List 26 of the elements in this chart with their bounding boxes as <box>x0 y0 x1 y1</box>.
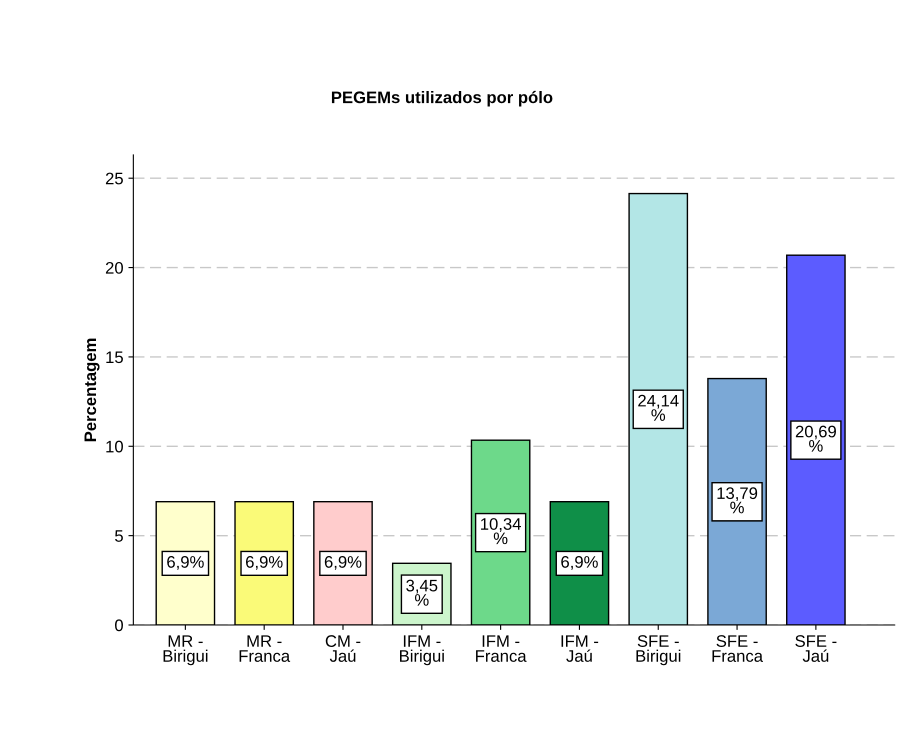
x-tick-label: MR - Birigui <box>164 635 208 666</box>
y-tick-label: 10 <box>106 440 123 452</box>
y-tick-label: 5 <box>115 530 123 542</box>
chart-title: PEGEMs utilizados por pólo <box>332 90 552 107</box>
data-label: 20,69 % <box>796 426 836 452</box>
x-tick-label: IFM - Franca <box>476 635 527 662</box>
y-tick-label: 20 <box>106 262 123 274</box>
y-tick-label: 25 <box>106 172 123 184</box>
data-label: 6,9% <box>167 556 204 570</box>
data-label: 10,34 % <box>481 518 521 544</box>
y-tick-label: 0 <box>115 619 123 632</box>
x-tick-label: IFM - Birigui <box>400 635 444 666</box>
y-tick-label: 15 <box>106 352 123 364</box>
y-axis-title: Percentagem <box>84 338 100 442</box>
data-label: 13,79 % <box>717 487 758 514</box>
data-label: 6,9% <box>324 556 362 570</box>
x-tick-label: IFM - Jaú <box>562 635 598 662</box>
data-label: 6,9% <box>246 556 283 570</box>
x-tick-label: CM - Jaú <box>326 635 360 662</box>
x-tick-label: SFE - Birigui <box>636 635 680 666</box>
data-label: 3,45 % <box>406 580 438 606</box>
data-label: 6,9% <box>561 556 598 570</box>
x-tick-label: SFE - Franca <box>712 635 763 662</box>
x-tick-label: SFE - Jaú <box>795 635 836 662</box>
x-tick-label: MR - Franca <box>240 635 290 662</box>
data-label: 24,14 % <box>638 394 679 421</box>
